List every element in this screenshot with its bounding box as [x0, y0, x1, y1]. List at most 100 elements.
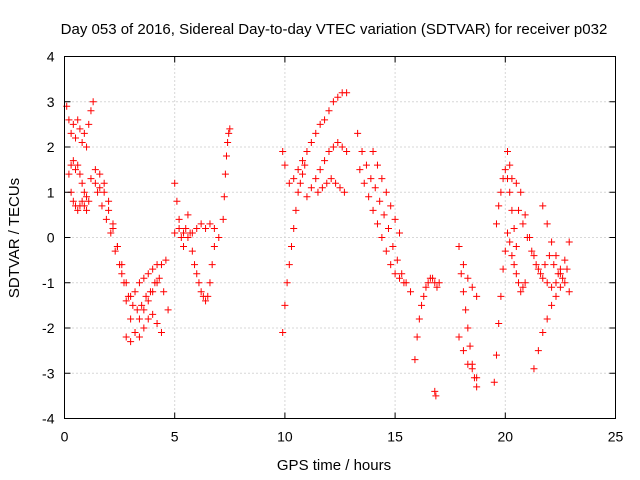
data-point: [312, 175, 320, 183]
data-point: [548, 283, 556, 291]
data-point: [210, 243, 218, 251]
data-point: [545, 252, 553, 260]
data-point: [299, 157, 307, 165]
data-point: [72, 134, 80, 142]
series-arc-u: [455, 333, 481, 382]
series-arc-z: [515, 206, 571, 282]
data-point: [135, 279, 143, 287]
data-point: [96, 184, 104, 192]
data-point: [468, 365, 476, 373]
data-point: [534, 347, 542, 355]
data-point: [206, 220, 214, 228]
data-point: [290, 224, 298, 232]
data-point: [74, 161, 82, 169]
data-point: [171, 179, 179, 187]
data-points-layer: [63, 89, 573, 400]
data-point: [512, 179, 520, 187]
data-point: [288, 243, 296, 251]
data-point: [177, 234, 185, 241]
data-point: [195, 279, 203, 287]
data-point: [565, 238, 573, 246]
data-point: [281, 161, 289, 169]
data-point: [382, 188, 390, 196]
data-point: [387, 261, 395, 269]
data-point: [193, 270, 201, 278]
data-point: [325, 148, 333, 156]
data-point: [340, 188, 348, 196]
data-point: [332, 179, 340, 187]
data-point: [325, 107, 333, 115]
data-point: [431, 387, 439, 395]
data-point: [369, 206, 377, 214]
data-point: [506, 188, 514, 196]
data-point: [455, 243, 463, 251]
data-point: [398, 270, 406, 278]
data-point: [180, 243, 188, 251]
series-arc-w: [490, 229, 529, 386]
y-tick-label: 3: [47, 94, 55, 110]
data-point: [506, 238, 514, 246]
series-arc-l: [279, 89, 351, 187]
data-point: [142, 292, 150, 300]
data-point: [362, 161, 370, 169]
data-point: [396, 274, 404, 282]
data-point: [120, 279, 128, 287]
series-arc-e: [91, 166, 165, 341]
series-arc-r: [411, 274, 443, 364]
data-point: [521, 279, 529, 287]
data-point: [508, 252, 516, 260]
data-point: [543, 220, 551, 228]
data-point: [504, 148, 512, 156]
data-point: [76, 170, 84, 178]
x-tick-label: 0: [61, 429, 69, 445]
data-point: [283, 279, 291, 287]
data-point: [204, 292, 212, 300]
data-point: [72, 166, 80, 174]
data-point: [552, 252, 560, 260]
data-point: [208, 261, 216, 269]
data-point: [303, 148, 311, 156]
data-point: [519, 283, 527, 291]
data-point: [85, 197, 93, 205]
data-point: [202, 224, 210, 232]
data-point: [74, 116, 82, 124]
data-point: [464, 360, 472, 368]
data-point: [519, 220, 527, 228]
data-point: [301, 161, 309, 169]
data-point: [80, 202, 88, 210]
data-point: [87, 175, 95, 183]
data-point: [556, 283, 564, 291]
data-point: [539, 202, 547, 210]
series-arc-h: [171, 179, 218, 305]
data-point: [327, 175, 335, 183]
data-point: [96, 170, 104, 178]
data-point: [411, 356, 419, 364]
series-arc-s: [431, 387, 440, 400]
data-point: [380, 211, 388, 219]
series-arc-f: [94, 188, 172, 314]
data-point: [312, 129, 320, 137]
x-axis-title: GPS time / hours: [277, 457, 391, 474]
series-arc-ab: [539, 202, 573, 296]
data-point: [105, 197, 113, 205]
data-point: [378, 175, 386, 183]
data-point: [343, 148, 351, 156]
data-point: [499, 265, 507, 273]
data-point: [334, 93, 342, 101]
series-arc-c: [67, 188, 91, 214]
data-point: [561, 256, 569, 264]
x-tick-label: 15: [387, 429, 403, 445]
data-point: [78, 179, 86, 187]
data-point: [548, 238, 556, 246]
data-point: [391, 270, 399, 278]
data-point: [191, 261, 199, 269]
data-point: [129, 301, 137, 309]
data-point: [329, 143, 337, 151]
data-point: [124, 292, 132, 300]
chart-title: Day 053 of 2016, Sidereal Day-to-day VTE…: [61, 21, 608, 38]
series-arc-m: [303, 138, 351, 201]
x-tick-label: 25: [608, 429, 624, 445]
series-arc-b: [65, 157, 93, 205]
tick-layer: 0 5 10 15 20 25 -4 -3 -2 -1 0 1 2 3 4: [42, 49, 623, 445]
